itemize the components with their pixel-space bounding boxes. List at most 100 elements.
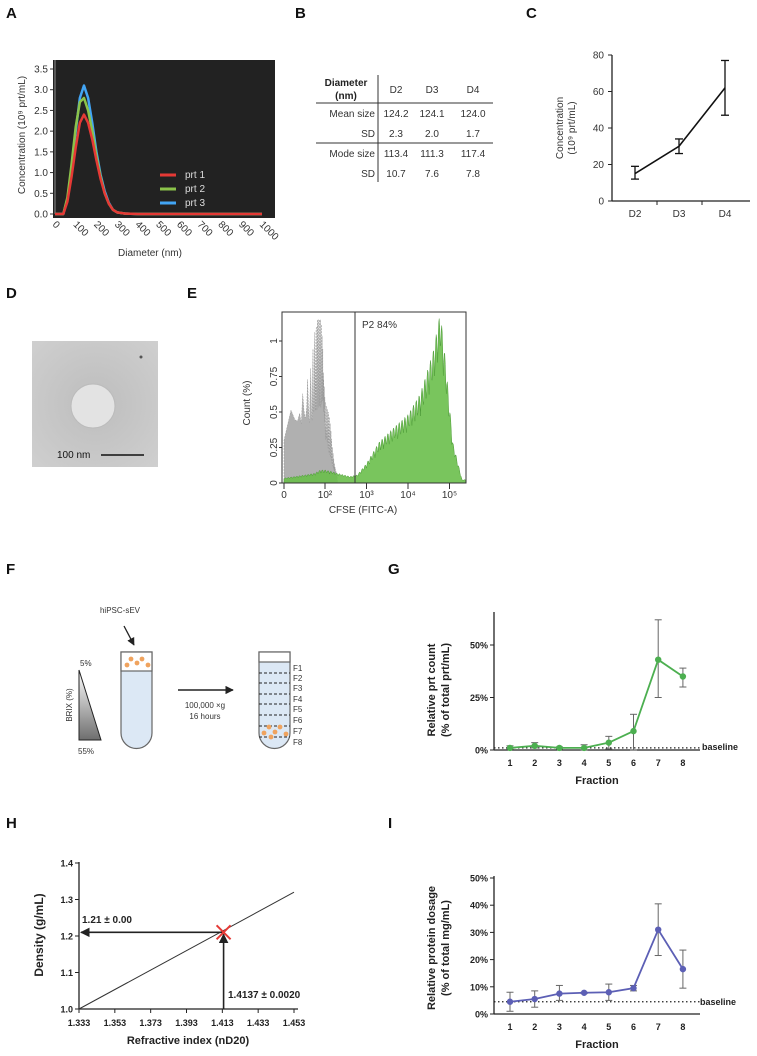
x-tick-label: 400 [133, 219, 153, 239]
table-cell: 111.3 [420, 149, 444, 160]
table-row-label: Mean size [329, 109, 375, 120]
table-row-label: SD [361, 129, 375, 140]
baseline-label: baseline [702, 742, 738, 752]
x-axis-label: Fraction [575, 775, 619, 787]
table-row-label: SD [361, 169, 375, 180]
y-axis-label: (% of total prt/mL) [440, 643, 452, 737]
y-tick-label: 0 [269, 480, 280, 486]
gradient-triangle [78, 669, 102, 741]
panel-i-chart: Relative protein dosage (% of total mg/m… [426, 874, 736, 1052]
density-annotation: 1.21 ± 0.00 [82, 915, 132, 926]
table-cell: 124.2 [383, 109, 408, 120]
table-row-label: Mode size [329, 149, 375, 160]
plot-background [53, 60, 275, 218]
x-tick-label: 200 [91, 219, 111, 239]
y-tick-label: 30% [470, 928, 488, 938]
y-tick-label: 20% [470, 955, 488, 965]
y-tick-label: 0 [598, 197, 604, 208]
table-cell: 7.8 [466, 169, 480, 180]
data-point [655, 656, 662, 663]
ev-dot [266, 724, 272, 730]
y-tick-label: 3.0 [34, 85, 48, 96]
ev-dot [277, 724, 283, 730]
y-tick-label: 40 [593, 124, 605, 135]
y-tick-label: 0.0 [34, 210, 48, 221]
x-tick-label: 6 [631, 1022, 636, 1032]
x-tick-label: 1 [507, 758, 512, 768]
x-tick-label: 10⁵ [442, 490, 457, 501]
data-point [679, 673, 687, 680]
ev-dot [124, 662, 130, 668]
legend-label: prt 3 [185, 198, 205, 209]
ev-dot [283, 731, 289, 737]
x-tick-label: 4 [582, 1022, 587, 1032]
ev-dot [128, 656, 134, 662]
y-tick-label: 1.4 [60, 859, 73, 869]
baseline-label: baseline [700, 997, 736, 1007]
tube-before [120, 651, 153, 750]
fraction-label: F5 [293, 705, 303, 714]
y-tick-label: 3.5 [34, 65, 48, 76]
y-tick-label: 1.2 [60, 932, 73, 942]
ev-dot [139, 656, 145, 662]
panel-label-d: D [6, 285, 17, 302]
x-tick-label: 7 [656, 1022, 661, 1032]
fraction-label: F1 [293, 664, 303, 673]
y-tick-label: 80 [593, 51, 605, 62]
y-tick-label: 0% [475, 1010, 488, 1020]
legend: prt 1 prt 2 prt 3 [185, 170, 205, 209]
x-tick-label: 1.413 [211, 1018, 234, 1028]
x-axis-label: Fraction [575, 1039, 619, 1051]
panel-label-f: F [6, 561, 15, 578]
y-tick-label: 50% [470, 874, 488, 884]
data-point [605, 989, 612, 996]
panel-label-b: B [295, 5, 306, 22]
y-axis-label: Relative prt count [426, 643, 438, 736]
table-cell: 124.1 [419, 109, 444, 120]
table-cell: 124.0 [460, 109, 485, 120]
x-tick-label: 7 [656, 758, 661, 768]
y-tick-label: 1.0 [60, 1005, 73, 1015]
y-axis-label: Relative protein dosage [426, 886, 438, 1010]
x-tick-label: 1.333 [68, 1018, 91, 1028]
y-tick-label: 2.0 [34, 127, 48, 138]
y-tick-label: 0% [475, 746, 488, 756]
x-tick-label: 0 [281, 490, 287, 501]
spin-time-label: 16 hours [189, 712, 220, 721]
table-column-header: D2 [390, 85, 403, 96]
y-tick-label: 1.1 [60, 968, 73, 978]
x-axis-label: Diameter (nm) [118, 248, 182, 259]
legend-label: prt 2 [185, 184, 205, 195]
x-tick-label: 300 [112, 219, 132, 239]
y-tick-label: 1 [269, 338, 280, 344]
data-point [556, 990, 563, 997]
table-column-header: D3 [426, 85, 439, 96]
plot-frame [281, 311, 467, 484]
y-tick-label: 1.5 [34, 147, 48, 158]
y-tick-label: 0.5 [34, 189, 48, 200]
panel-label-e: E [187, 285, 197, 302]
y-axis-label: (10⁹ prt/mL) [567, 101, 578, 154]
ev-dot [272, 729, 278, 735]
x-tick-label: 1.433 [247, 1018, 270, 1028]
data-point [556, 744, 563, 752]
x-tick-label: 3 [557, 758, 562, 768]
y-tick-label: 40% [470, 901, 488, 911]
x-tick-label: D3 [673, 209, 686, 220]
x-tick-label: 10⁴ [400, 490, 415, 501]
calibration-line [78, 891, 295, 1010]
panel-c-chart: Concentration (10⁹ prt/mL) 0 20 40 60 80 D2 D3… [555, 51, 750, 220]
fraction-label: F2 [293, 674, 303, 683]
series-line [634, 87, 726, 175]
ev-dot [134, 660, 140, 666]
table-cell: 10.7 [386, 169, 406, 180]
data-point [531, 742, 538, 749]
ev-dot [261, 730, 267, 736]
series-line [509, 927, 684, 1003]
panel-f-diagram: hiPSC-sEV 5% 55% BRIX (%) 100,000 ×g 16 … [65, 606, 303, 756]
x-axis-label: CFSE (FITC-A) [329, 505, 397, 516]
y-axis-label: Concentration (10⁹ prt/mL) [17, 76, 28, 194]
y-axis-label: (% of total mg/mL) [440, 900, 452, 996]
panel-label-i: I [388, 815, 392, 832]
